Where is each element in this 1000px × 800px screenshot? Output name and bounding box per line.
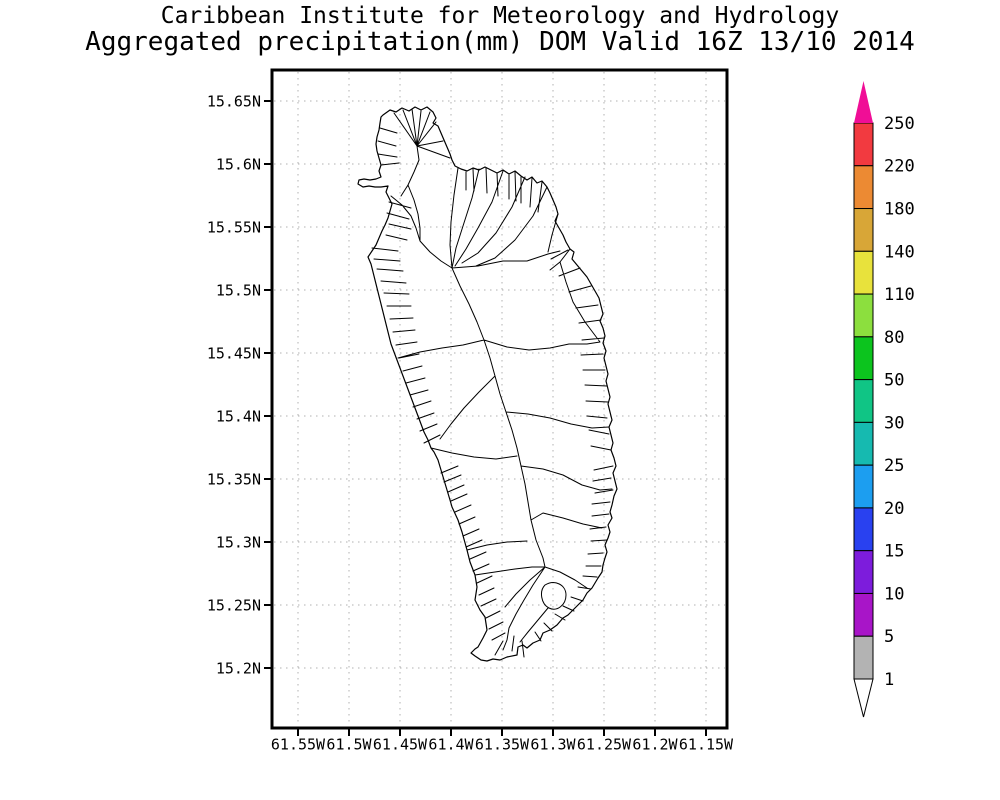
colorbar-cell [853,507,874,552]
y-tick-label: 15.65N [207,92,261,110]
x-tick-label: 61.4W [428,735,474,753]
x-tick-label: 61.15W [679,735,734,753]
x-tick-label: 61.45W [373,735,428,753]
map-frame [270,68,729,730]
colorbar-arrow-under [853,678,874,718]
dominica-watersheds-outline [357,106,618,662]
y-axis-labels: 15.65N 15.6N 15.55N 15.5N 15.45N 15.4N 15.35N 1… [207,92,261,677]
y-tick-label: 15.45N [207,344,261,362]
x-tick-label: 61.2W [632,735,678,753]
colorbar-label: 50 [884,371,904,391]
colorbar-cell [853,550,874,594]
colorbar-label: 10 [884,584,904,604]
colorbar-cell [853,592,874,637]
colorbar-label: 5 [884,627,894,647]
colorbar-cell [853,464,874,509]
colorbar-labels: 250 220 180 140 110 80 50 30 25 20 15 10 5 1 [884,114,915,690]
y-tick-label: 15.6N [216,155,261,173]
colorbar-label: 1 [884,670,894,690]
page-title: Caribbean Institute for Meteorology and … [160,3,840,29]
colorbar-label: 250 [884,114,915,134]
y-tick-label: 15.35N [207,470,261,488]
colorbar-label: 15 [884,542,904,562]
colorbar-cell [853,250,874,295]
colorbar-label: 220 [884,157,915,177]
y-tick-label: 15.25N [207,596,261,614]
colorbar-cell [853,122,874,167]
colorbar-label: 180 [884,199,915,219]
colorbar-cell [853,293,874,338]
x-tick-label: 61.5W [326,735,372,753]
watershed-boundary-lines [371,108,614,658]
colorbar-label: 30 [884,413,904,433]
colorbar-label: 140 [884,242,915,262]
y-tick-label: 15.2N [216,659,261,677]
colorbar-label: 25 [884,456,904,476]
colorbar-cell [853,421,874,466]
colorbar-arrow-over [854,81,873,123]
y-tick-label: 15.3N [216,533,261,551]
colorbar-cell [853,336,874,381]
grid-lines [274,72,725,726]
x-tick-label: 61.25W [577,735,632,753]
x-tick-label: 61.3W [530,735,576,753]
y-tick-label: 15.55N [207,218,261,236]
colorbar-cell [853,635,874,680]
colorbar-label: 20 [884,499,904,519]
colorbar-cell [853,165,874,210]
x-tick-label: 61.55W [271,735,326,753]
colorbar-label: 110 [884,285,915,305]
colorbar-cell [853,379,874,423]
colorbar-label: 80 [884,328,904,348]
colorbar [853,81,874,718]
x-axis-labels: 61.55W 61.5W 61.45W 61.4W 61.35W 61.3W 61.25W 6… [271,735,734,753]
page-subtitle: Aggregated precipitation(mm) DOM Valid 1… [85,27,915,57]
axis-ticks [264,100,707,736]
y-tick-label: 15.4N [216,407,261,425]
colorbar-cell [853,208,874,252]
x-tick-label: 61.35W [475,735,530,753]
y-tick-label: 15.5N [216,281,261,299]
